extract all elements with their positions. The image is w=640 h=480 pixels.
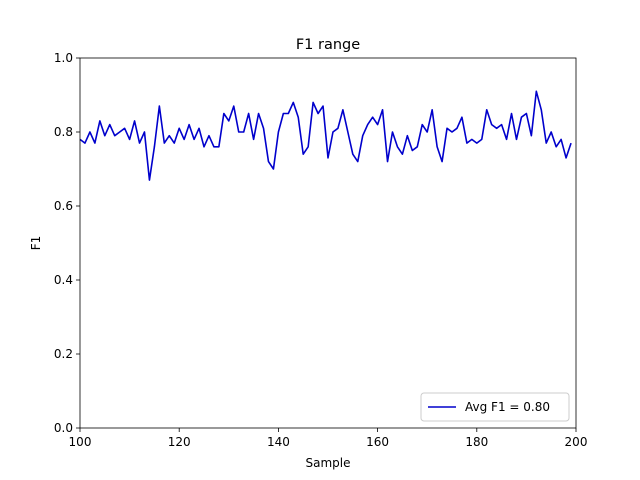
x-axis-ticks: 100 120 140 160 180 200 bbox=[69, 428, 588, 449]
x-tick-label: 140 bbox=[267, 435, 290, 449]
y-axis-ticks: 0.0 0.2 0.4 0.6 0.8 1.0 bbox=[54, 51, 80, 435]
legend: Avg F1 = 0.80 bbox=[420, 392, 570, 422]
y-tick-label: 0.8 bbox=[54, 125, 73, 139]
x-tick-label: 200 bbox=[565, 435, 588, 449]
plot-frame bbox=[80, 58, 576, 428]
x-tick-label: 160 bbox=[366, 435, 389, 449]
series-line-avg-f1 bbox=[79, 90, 572, 181]
x-tick-label: 180 bbox=[465, 435, 488, 449]
x-tick-label: 100 bbox=[69, 435, 92, 449]
y-tick-label: 1.0 bbox=[54, 51, 73, 65]
x-axis-label: Sample bbox=[306, 456, 351, 470]
legend-label: Avg F1 = 0.80 bbox=[465, 400, 550, 414]
chart-title: F1 range bbox=[296, 37, 360, 53]
y-tick-label: 0.2 bbox=[54, 347, 73, 361]
y-tick-label: 0.0 bbox=[54, 421, 73, 435]
y-tick-label: 0.4 bbox=[54, 273, 73, 287]
y-tick-label: 0.6 bbox=[54, 199, 73, 213]
legend-box bbox=[420, 392, 570, 422]
x-tick-label: 120 bbox=[168, 435, 191, 449]
plot-area bbox=[79, 57, 577, 429]
plot-border bbox=[79, 57, 577, 429]
y-axis-label: F1 bbox=[29, 236, 43, 251]
